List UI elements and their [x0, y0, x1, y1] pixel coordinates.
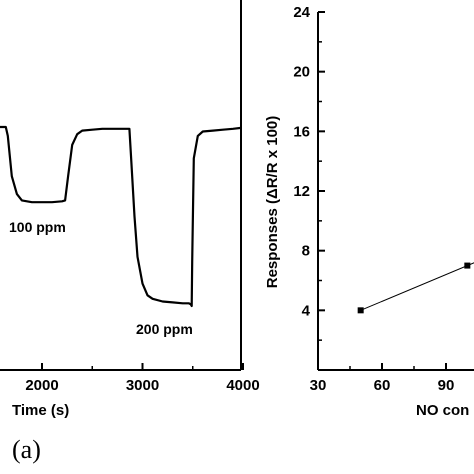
panel-label: (a)	[12, 435, 41, 464]
right-y-tick-label: 20	[293, 64, 310, 81]
response-curve	[0, 125, 242, 308]
right-chart-panel: 4 8 12 16 20 24 30 60 90 Responses (ΔR/R x 100) NO…	[264, 4, 474, 419]
left-x-tick-label: 4000	[226, 377, 259, 394]
left-x-tick-label: 2000	[25, 377, 58, 394]
right-x-tick-label: 60	[374, 377, 391, 394]
right-y-tick-label: 8	[302, 243, 310, 260]
data-point	[357, 307, 364, 314]
left-x-tick-label: 3000	[126, 377, 159, 394]
right-x-tick-label: 30	[310, 377, 327, 394]
annotation-200ppm: 200 ppm	[136, 321, 193, 337]
right-x-axis-label: NO con	[416, 402, 469, 419]
left-chart-panel: 2000 3000 4000 Time (s) 100 ppm 200 ppm	[0, 0, 260, 419]
right-y-axis-label: Responses (ΔR/R x 100)	[264, 116, 281, 289]
annotation-100ppm: 100 ppm	[9, 219, 66, 235]
right-y-tick-label: 24	[293, 4, 310, 21]
data-point	[464, 262, 471, 269]
right-y-tick-label: 12	[293, 183, 310, 200]
trend-line	[360, 262, 474, 311]
right-x-tick-label: 90	[438, 377, 455, 394]
left-x-axis-label: Time (s)	[12, 402, 69, 419]
right-y-tick-label: 16	[293, 123, 310, 140]
right-y-tick-label: 4	[302, 302, 311, 319]
